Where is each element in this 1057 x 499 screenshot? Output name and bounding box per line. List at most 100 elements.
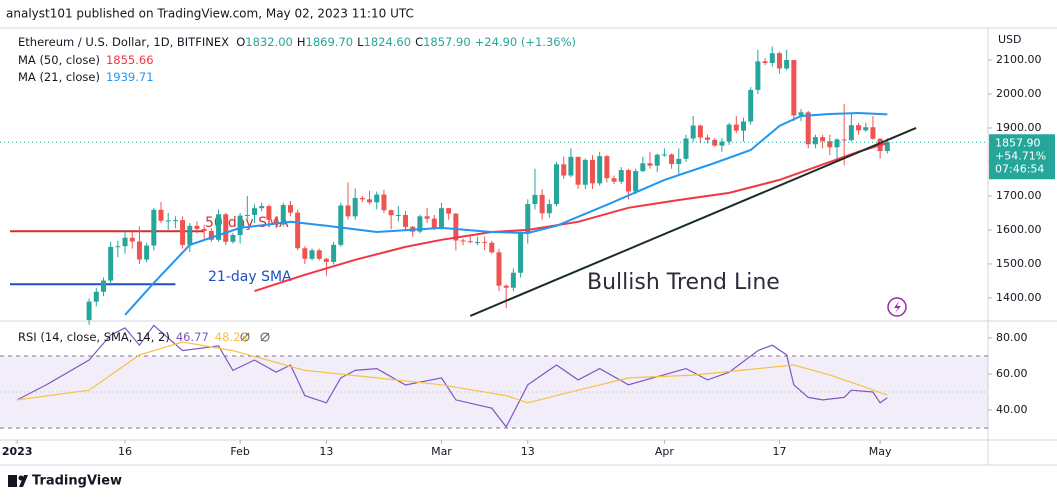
candle-body <box>834 139 840 148</box>
candle-body <box>273 219 279 225</box>
candle-body <box>446 208 452 214</box>
candle-body <box>338 205 344 245</box>
candle-body <box>546 204 552 214</box>
candle-body <box>367 199 373 203</box>
candle-body <box>172 220 178 222</box>
candle-body <box>122 237 128 247</box>
candle-body <box>287 205 293 213</box>
trend-line <box>469 127 917 317</box>
candle-body <box>510 272 516 288</box>
candle-body <box>870 127 876 139</box>
candle-body <box>180 220 186 245</box>
candle-body <box>863 127 869 131</box>
candle-body <box>115 246 121 248</box>
candle-body <box>194 225 200 229</box>
candle-body <box>611 178 617 182</box>
candle-body <box>597 156 603 184</box>
candle-body <box>669 154 675 164</box>
legend-value: 1855.66 <box>106 53 154 67</box>
price-box <box>989 134 1055 180</box>
candle-body <box>518 233 524 273</box>
candle-body <box>856 125 862 131</box>
ohlc-key: O <box>236 35 245 49</box>
candle-body <box>762 61 768 64</box>
candle-body <box>93 291 99 302</box>
x-tick-label: Mar <box>431 445 452 458</box>
legend: MA (50, close) 1855.66 <box>18 53 154 67</box>
candle-body <box>244 214 250 216</box>
candle-body <box>280 205 286 225</box>
y-tick-label: 1400.00 <box>996 291 1042 304</box>
candle-body <box>805 112 811 145</box>
y-tick-label: 1700.00 <box>996 189 1042 202</box>
tv-logo <box>8 475 28 487</box>
price-box-label: 07:46:54 <box>995 162 1044 175</box>
candle-body <box>776 53 782 69</box>
candle-body <box>741 121 746 131</box>
candle-body <box>784 59 790 69</box>
legend: RSI (14, close, SMA, 14, 2) 46.77 48.23 <box>18 330 248 344</box>
candle-body <box>352 197 358 217</box>
candle-body <box>100 280 106 292</box>
legend: Ethereum / U.S. Dollar, 1D, BITFINEX O183… <box>18 35 576 49</box>
header: analyst101 published on TradingView.com,… <box>6 7 414 21</box>
candle-body <box>712 139 718 146</box>
rsi-line <box>17 341 888 404</box>
candle-body <box>884 142 890 152</box>
candle-body <box>633 171 639 192</box>
candle-body <box>798 112 804 116</box>
x-tick-label: 2023 <box>2 445 33 458</box>
x-tick-label: Feb <box>230 445 249 458</box>
candle-body <box>223 214 229 242</box>
ohlc-value: 1832.00 <box>245 35 293 49</box>
x-tick-label: Apr <box>655 445 675 458</box>
candle-body <box>561 164 567 176</box>
candle-body <box>755 61 761 90</box>
legend-value: 1939.71 <box>106 70 154 84</box>
candle-body <box>482 242 488 244</box>
ohlc-key: H <box>297 35 306 49</box>
visibility-icons <box>240 332 270 342</box>
moving-average <box>254 142 888 293</box>
candle-body <box>431 218 437 229</box>
candle-body <box>187 225 193 245</box>
candle-body <box>733 124 739 131</box>
candle-body <box>640 163 646 172</box>
candle-body <box>791 59 797 116</box>
unit-label: USD <box>998 33 1022 46</box>
legend-title: Ethereum / U.S. Dollar, 1D, BITFINEX <box>18 35 229 49</box>
trend-line-label: Bullish Trend Line <box>587 270 780 295</box>
candle-body <box>151 209 157 246</box>
candle-body <box>295 212 301 249</box>
candle-body <box>554 164 560 205</box>
candle-body <box>381 194 387 211</box>
candle-body <box>259 206 265 209</box>
candle-body <box>575 156 581 185</box>
candle-body <box>820 137 826 142</box>
candle-body <box>647 163 653 166</box>
candle-body <box>374 194 380 203</box>
candle-body <box>705 137 711 140</box>
candle-body <box>489 242 495 253</box>
candle-body <box>331 244 337 262</box>
candle-body <box>359 197 365 200</box>
candle-body <box>503 285 509 288</box>
candle-body <box>230 235 236 242</box>
rsi-line <box>16 324 888 429</box>
candle-body <box>201 228 207 231</box>
y-tick-label: 1600.00 <box>996 223 1042 236</box>
ohlc-key: L <box>357 35 364 49</box>
y-tick-label: 80.00 <box>996 331 1028 344</box>
x-tick-label: 13 <box>521 445 535 458</box>
candle-body <box>86 301 92 320</box>
ohlc-value: 1824.60 <box>364 35 412 49</box>
candle-body <box>769 53 775 64</box>
candle-body <box>302 248 308 259</box>
candle-body <box>417 216 423 232</box>
legend-name: MA (21, close) <box>18 70 100 84</box>
y-tick-label: 2000.00 <box>996 87 1042 100</box>
candle-body <box>345 205 351 217</box>
x-tick-label: 16 <box>118 445 132 458</box>
candle-body <box>748 89 754 122</box>
